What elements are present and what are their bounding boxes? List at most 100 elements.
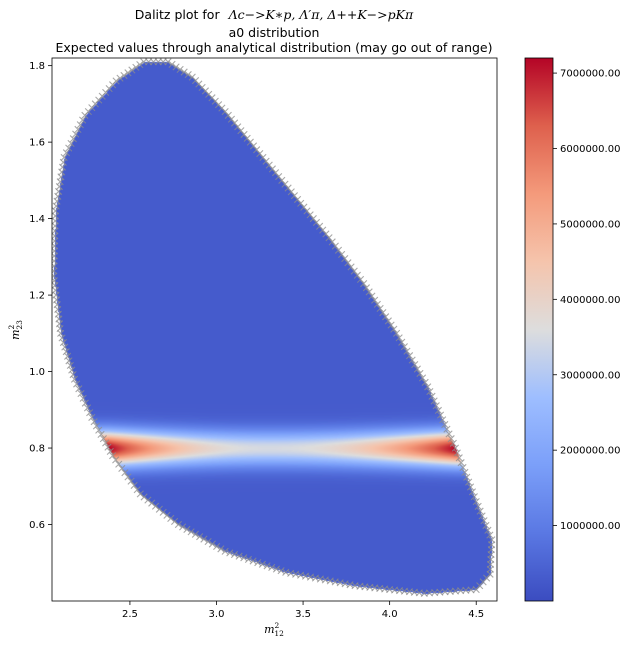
boundary-marker bbox=[102, 439, 110, 447]
boundary-marker bbox=[81, 399, 89, 407]
boundary-marker bbox=[115, 460, 123, 468]
y-tick-label: 1.6 bbox=[29, 138, 45, 149]
colorbar-gradient bbox=[524, 57, 554, 602]
boundary-marker bbox=[461, 468, 469, 476]
y-tick-label: 1.4 bbox=[29, 214, 45, 225]
y-axis-label: m223 bbox=[7, 320, 24, 340]
boundary-marker bbox=[421, 378, 429, 386]
boundary-marker bbox=[263, 562, 271, 570]
colorbar: 1000000.00 2000000.00 3000000.00 4000000.00… bbox=[524, 57, 620, 602]
boundary-marker bbox=[112, 456, 120, 464]
boundary-marker bbox=[136, 60, 144, 69]
boundary-marker bbox=[72, 130, 80, 138]
boundary-marker bbox=[133, 486, 141, 494]
boundary-marker bbox=[249, 557, 257, 565]
colorbar-ticks: 1000000.00 2000000.00 3000000.00 4000000.00… bbox=[553, 69, 620, 532]
boundary-marker bbox=[400, 343, 408, 351]
boundary-marker bbox=[120, 71, 128, 80]
boundary-marker bbox=[79, 116, 87, 124]
boundary-marker bbox=[356, 275, 365, 284]
boundary-marker bbox=[86, 409, 94, 417]
boundary-marker bbox=[362, 284, 371, 292]
colorbar-tick-label: 2000000.00 bbox=[560, 446, 620, 457]
boundary-marker bbox=[371, 296, 379, 304]
boundary-marker bbox=[344, 259, 352, 267]
boundary-marker bbox=[463, 473, 471, 481]
boundary-marker bbox=[128, 66, 136, 74]
chart-title-math: Λc−>K∗p, Λ′π, Δ++K−>pKπ bbox=[228, 7, 414, 22]
boundary-marker bbox=[180, 68, 188, 76]
boundary-marker bbox=[430, 397, 438, 405]
boundary-marker bbox=[272, 565, 281, 573]
boundary-marker bbox=[455, 454, 463, 462]
boundary-marker bbox=[65, 144, 73, 152]
boundary-marker bbox=[213, 542, 221, 551]
boundary-marker bbox=[384, 317, 392, 325]
boundary-marker bbox=[459, 463, 467, 472]
colorbar-tick-label: 1000000.00 bbox=[560, 521, 620, 532]
x-tick-label: 3.5 bbox=[295, 609, 311, 620]
boundary-marker bbox=[58, 334, 66, 342]
boundary-marker bbox=[338, 250, 346, 259]
boundary-marker bbox=[449, 439, 457, 447]
boundary-marker bbox=[480, 517, 488, 525]
boundary-marker bbox=[488, 536, 496, 544]
boundary-marker bbox=[104, 443, 112, 451]
boundary-marker bbox=[130, 481, 138, 490]
boundary-marker bbox=[191, 530, 199, 538]
boundary-marker bbox=[97, 430, 105, 439]
boundary-marker bbox=[69, 135, 77, 143]
boundary-marker bbox=[217, 545, 225, 553]
boundary-marker bbox=[99, 435, 107, 443]
boundary-marker bbox=[382, 313, 390, 321]
boundary-marker bbox=[183, 525, 191, 533]
boundary-marker bbox=[373, 300, 381, 308]
boundary-marker bbox=[67, 139, 75, 147]
boundary-marker bbox=[65, 357, 73, 365]
boundary-marker bbox=[63, 352, 72, 360]
boundary-marker bbox=[445, 430, 453, 438]
boundary-marker bbox=[365, 288, 373, 296]
plot-area bbox=[52, 58, 497, 601]
boundary-marker bbox=[204, 537, 212, 546]
boundary-marker bbox=[443, 425, 451, 433]
boundary-marker bbox=[405, 352, 414, 360]
x-tick-label: 3.0 bbox=[209, 609, 225, 620]
boundary-marker bbox=[468, 488, 477, 496]
colorbar-tick-label: 4000000.00 bbox=[560, 295, 620, 306]
boundary-marker bbox=[387, 321, 395, 329]
boundary-marker bbox=[474, 502, 482, 510]
boundary-marker bbox=[88, 413, 96, 422]
boundary-marker bbox=[76, 121, 84, 129]
colorbar-tick-label: 3000000.00 bbox=[560, 370, 620, 381]
boundary-marker bbox=[441, 420, 449, 429]
x-axis-label-sup: 2 bbox=[275, 621, 280, 630]
boundary-marker bbox=[70, 375, 79, 383]
boundary-marker bbox=[52, 272, 58, 280]
boundary-marker bbox=[68, 366, 76, 374]
boundary-marker bbox=[486, 531, 494, 539]
boundary-markers bbox=[52, 58, 496, 597]
boundary-marker bbox=[77, 389, 85, 398]
x-axis-label-sub: 12 bbox=[274, 629, 284, 638]
boundary-marker bbox=[470, 493, 478, 501]
boundary-marker bbox=[347, 263, 355, 271]
heatmap-image bbox=[52, 58, 497, 601]
boundary-marker bbox=[75, 385, 83, 393]
boundary-marker bbox=[453, 449, 461, 457]
boundary-marker bbox=[411, 360, 419, 369]
boundary-marker bbox=[424, 383, 432, 391]
boundary-marker bbox=[447, 435, 455, 443]
boundary-marker bbox=[376, 304, 384, 313]
boundary-marker bbox=[395, 334, 403, 342]
boundary-marker bbox=[188, 73, 196, 81]
boundary-marker bbox=[145, 58, 153, 66]
x-tick-label: 2.5 bbox=[122, 609, 138, 620]
boundary-marker bbox=[418, 374, 427, 382]
boundary-marker bbox=[334, 246, 343, 254]
boundary-marker bbox=[439, 416, 447, 424]
boundary-marker bbox=[83, 404, 92, 412]
boundary-marker bbox=[416, 369, 424, 378]
boundary-marker bbox=[434, 406, 442, 414]
